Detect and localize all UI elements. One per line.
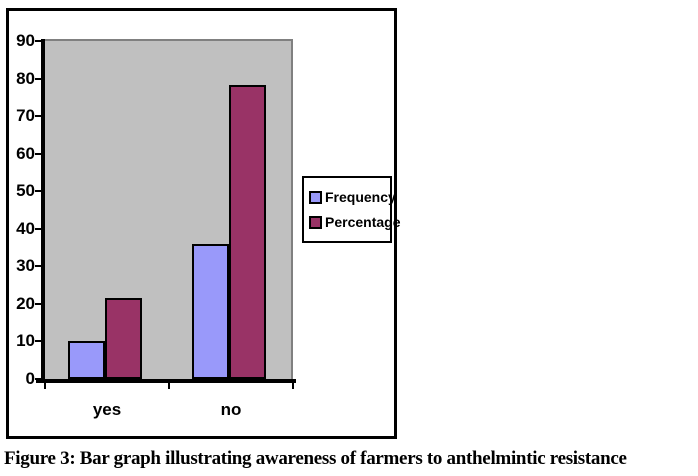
y-tick-label: 10 xyxy=(16,331,35,351)
x-axis-category-label: yes xyxy=(92,400,122,419)
figure-caption: Figure 3: Bar graph illustrating awarene… xyxy=(4,448,627,469)
y-tick xyxy=(35,190,42,193)
legend-swatch-percentage-icon xyxy=(309,215,322,229)
y-tick-label: 70 xyxy=(16,106,35,126)
y-tick-label: 90 xyxy=(16,31,35,50)
y-tick xyxy=(35,77,42,80)
plot-area xyxy=(45,39,293,379)
y-tick xyxy=(35,378,42,380)
x-tick xyxy=(168,383,170,389)
y-tick-label: 60 xyxy=(16,143,35,163)
y-tick xyxy=(35,227,42,230)
bar-frequency-no xyxy=(192,244,229,379)
legend-label: Frequency xyxy=(325,189,396,205)
legend-item-frequency: Frequency xyxy=(309,189,396,205)
y-tick-label: 0 xyxy=(25,369,35,388)
y-tick-label: 50 xyxy=(16,181,35,201)
y-tick-label: 80 xyxy=(16,68,35,88)
y-tick xyxy=(35,40,42,42)
y-tick xyxy=(35,265,42,268)
bar-percentage-no xyxy=(229,85,266,379)
x-tick xyxy=(44,383,46,389)
legend: Frequency Percentage xyxy=(302,176,400,243)
y-tick-label: 20 xyxy=(16,293,35,313)
x-tick xyxy=(292,383,294,389)
y-tick-label: 30 xyxy=(16,256,35,276)
y-tick xyxy=(35,302,42,305)
bar-percentage-yes xyxy=(105,298,142,379)
legend-item-percentage: Percentage xyxy=(309,214,400,230)
y-axis xyxy=(41,39,45,380)
y-tick xyxy=(35,152,42,155)
y-tick xyxy=(35,340,42,343)
legend-label: Percentage xyxy=(325,214,401,230)
bar-frequency-yes xyxy=(68,341,105,379)
x-axis xyxy=(36,379,296,383)
chart-frame: Frequency Percentage 0 10 20 30 40 50 60 70 80 90 y… xyxy=(6,8,400,439)
x-axis-category-label: no xyxy=(220,400,242,419)
y-tick xyxy=(35,115,42,118)
legend-swatch-frequency-icon xyxy=(309,190,322,204)
y-tick-label: 40 xyxy=(16,218,35,238)
